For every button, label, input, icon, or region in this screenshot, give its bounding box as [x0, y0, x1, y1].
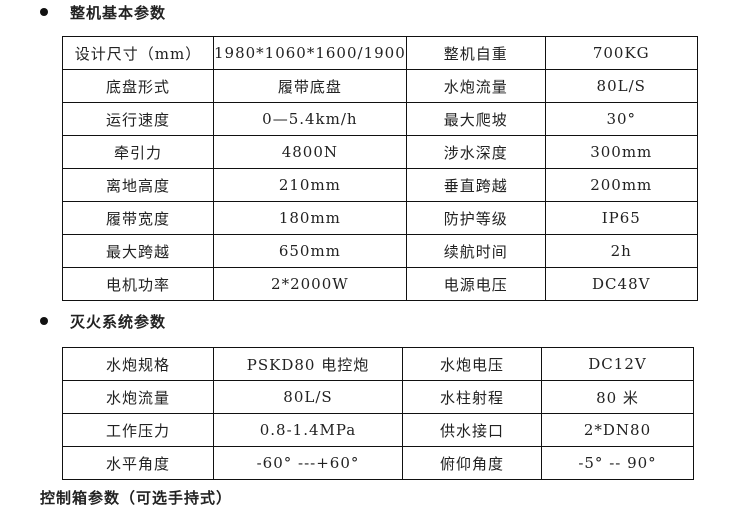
section-heading: 整机基本参数 [70, 4, 167, 22]
param-value: 2*2000W [213, 267, 407, 301]
param-value: 0—5.4km/h [213, 102, 407, 136]
param-label: 水炮流量 [405, 69, 546, 103]
param-label: 电机功率 [62, 267, 214, 301]
table-row: 水炮流量 80L/S 水柱射程 80 米 [62, 380, 694, 414]
basic-params-table: 设计尺寸（mm） 1980*1060*1600/1900 整机自重 700KG 底盘形式… [62, 36, 698, 301]
param-label: 设计尺寸（mm） [62, 36, 214, 70]
param-value: DC48V [544, 267, 698, 301]
param-value: 650mm [213, 234, 407, 268]
param-label: 履带宽度 [62, 201, 214, 235]
param-value: 300mm [544, 135, 698, 169]
param-value: 4800N [213, 135, 407, 169]
table-row: 牵引力 4800N 涉水深度 300mm [62, 135, 698, 169]
param-label: 俯仰角度 [402, 446, 542, 480]
param-value: 200mm [544, 168, 698, 202]
param-value: -60° ---+60° [213, 446, 403, 480]
param-label: 防护等级 [405, 201, 546, 235]
param-value: 2h [544, 234, 698, 268]
param-label: 供水接口 [402, 413, 542, 447]
param-value: PSKD80 电控炮 [213, 347, 403, 381]
param-label: 运行速度 [62, 102, 214, 136]
param-value: 履带底盘 [213, 69, 407, 103]
param-label: 水炮规格 [62, 347, 214, 381]
param-value: 180mm [213, 201, 407, 235]
param-value: 30° [544, 102, 698, 136]
param-value: 80L/S [544, 69, 698, 103]
param-label: 整机自重 [405, 36, 546, 70]
param-label: 水平角度 [62, 446, 214, 480]
param-label: 工作压力 [62, 413, 214, 447]
param-value: 1980*1060*1600/1900 [213, 36, 407, 70]
table-row: 离地高度 210mm 垂直跨越 200mm [62, 168, 698, 202]
param-label: 水炮流量 [62, 380, 214, 414]
table-row: 水平角度 -60° ---+60° 俯仰角度 -5° -- 90° [62, 446, 694, 480]
param-label: 涉水深度 [405, 135, 546, 169]
param-value: -5° -- 90° [541, 446, 694, 480]
param-label: 续航时间 [405, 234, 546, 268]
param-label: 最大爬坡 [405, 102, 546, 136]
fire-system-table: 水炮规格 PSKD80 电控炮 水炮电压 DC12V 水炮流量 80L/S 水柱射程 80 米… [62, 347, 694, 480]
section-heading: 控制箱参数（可选手持式） [40, 489, 233, 507]
param-label: 底盘形式 [62, 69, 214, 103]
param-value: 2*DN80 [541, 413, 694, 447]
table-row: 底盘形式 履带底盘 水炮流量 80L/S [62, 69, 698, 103]
param-label: 水柱射程 [402, 380, 542, 414]
table-row: 工作压力 0.8-1.4MPa 供水接口 2*DN80 [62, 413, 694, 447]
table-row: 电机功率 2*2000W 电源电压 DC48V [62, 267, 698, 301]
param-value: 700KG [544, 36, 698, 70]
bullet-icon [40, 8, 48, 16]
param-label: 电源电压 [405, 267, 546, 301]
param-value: 0.8-1.4MPa [213, 413, 403, 447]
param-value: IP65 [544, 201, 698, 235]
table-row: 运行速度 0—5.4km/h 最大爬坡 30° [62, 102, 698, 136]
section-heading: 灭火系统参数 [70, 313, 167, 331]
table-row: 设计尺寸（mm） 1980*1060*1600/1900 整机自重 700KG [62, 36, 698, 70]
param-label: 水炮电压 [402, 347, 542, 381]
param-label: 牵引力 [62, 135, 214, 169]
param-label: 垂直跨越 [405, 168, 546, 202]
param-label: 最大跨越 [62, 234, 214, 268]
table-row: 履带宽度 180mm 防护等级 IP65 [62, 201, 698, 235]
param-value: DC12V [541, 347, 694, 381]
table-row: 水炮规格 PSKD80 电控炮 水炮电压 DC12V [62, 347, 694, 381]
param-value: 80L/S [213, 380, 403, 414]
param-value: 80 米 [541, 380, 694, 414]
param-value: 210mm [213, 168, 407, 202]
param-label: 离地高度 [62, 168, 214, 202]
table-row: 最大跨越 650mm 续航时间 2h [62, 234, 698, 268]
bullet-icon [40, 317, 48, 325]
